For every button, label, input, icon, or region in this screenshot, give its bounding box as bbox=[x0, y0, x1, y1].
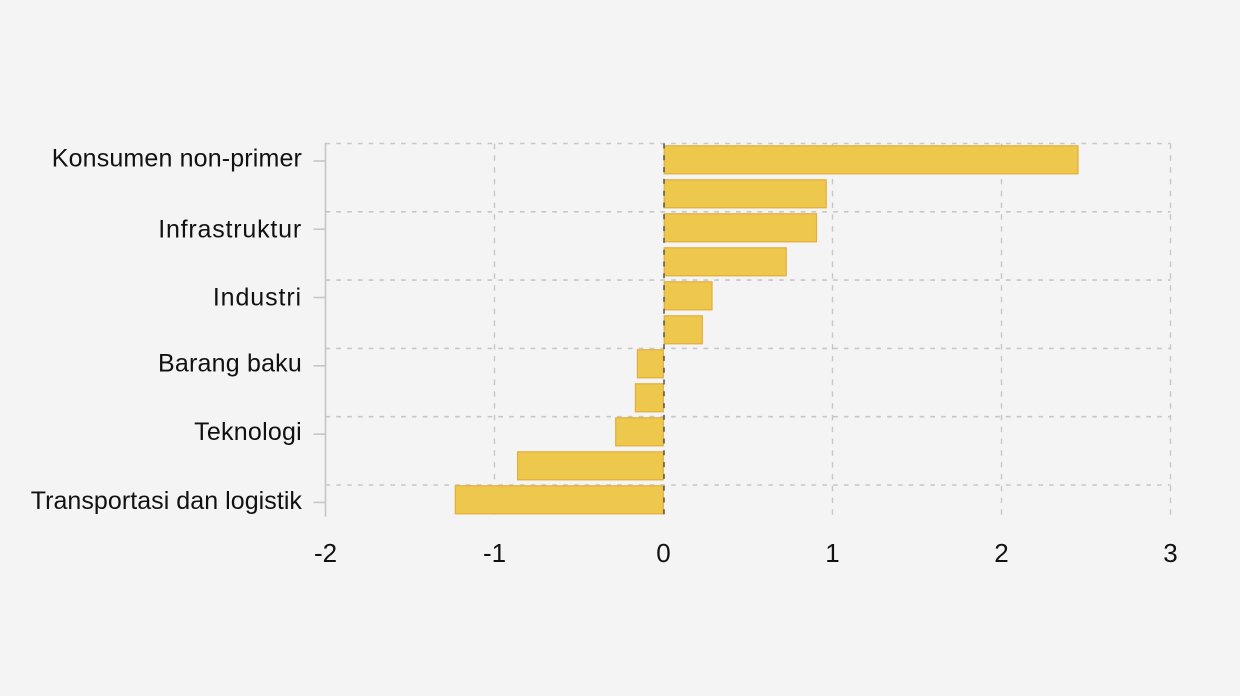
svg-text:0: 0 bbox=[656, 538, 670, 568]
svg-text:1: 1 bbox=[825, 538, 839, 568]
svg-text:-1: -1 bbox=[483, 538, 506, 568]
svg-text:Barang baku: Barang baku bbox=[158, 350, 302, 378]
svg-text:Transportasi dan logistik: Transportasi dan logistik bbox=[31, 487, 303, 515]
svg-text:Teknologi: Teknologi bbox=[194, 418, 302, 446]
svg-text:Konsumen non-primer: Konsumen non-primer bbox=[52, 145, 302, 173]
svg-text:-2: -2 bbox=[314, 538, 337, 568]
svg-text:2: 2 bbox=[994, 538, 1008, 568]
svg-text:3: 3 bbox=[1163, 538, 1177, 568]
svg-text:Infrastruktur: Infrastruktur bbox=[158, 216, 302, 244]
svg-text:Industri: Industri bbox=[213, 284, 302, 312]
